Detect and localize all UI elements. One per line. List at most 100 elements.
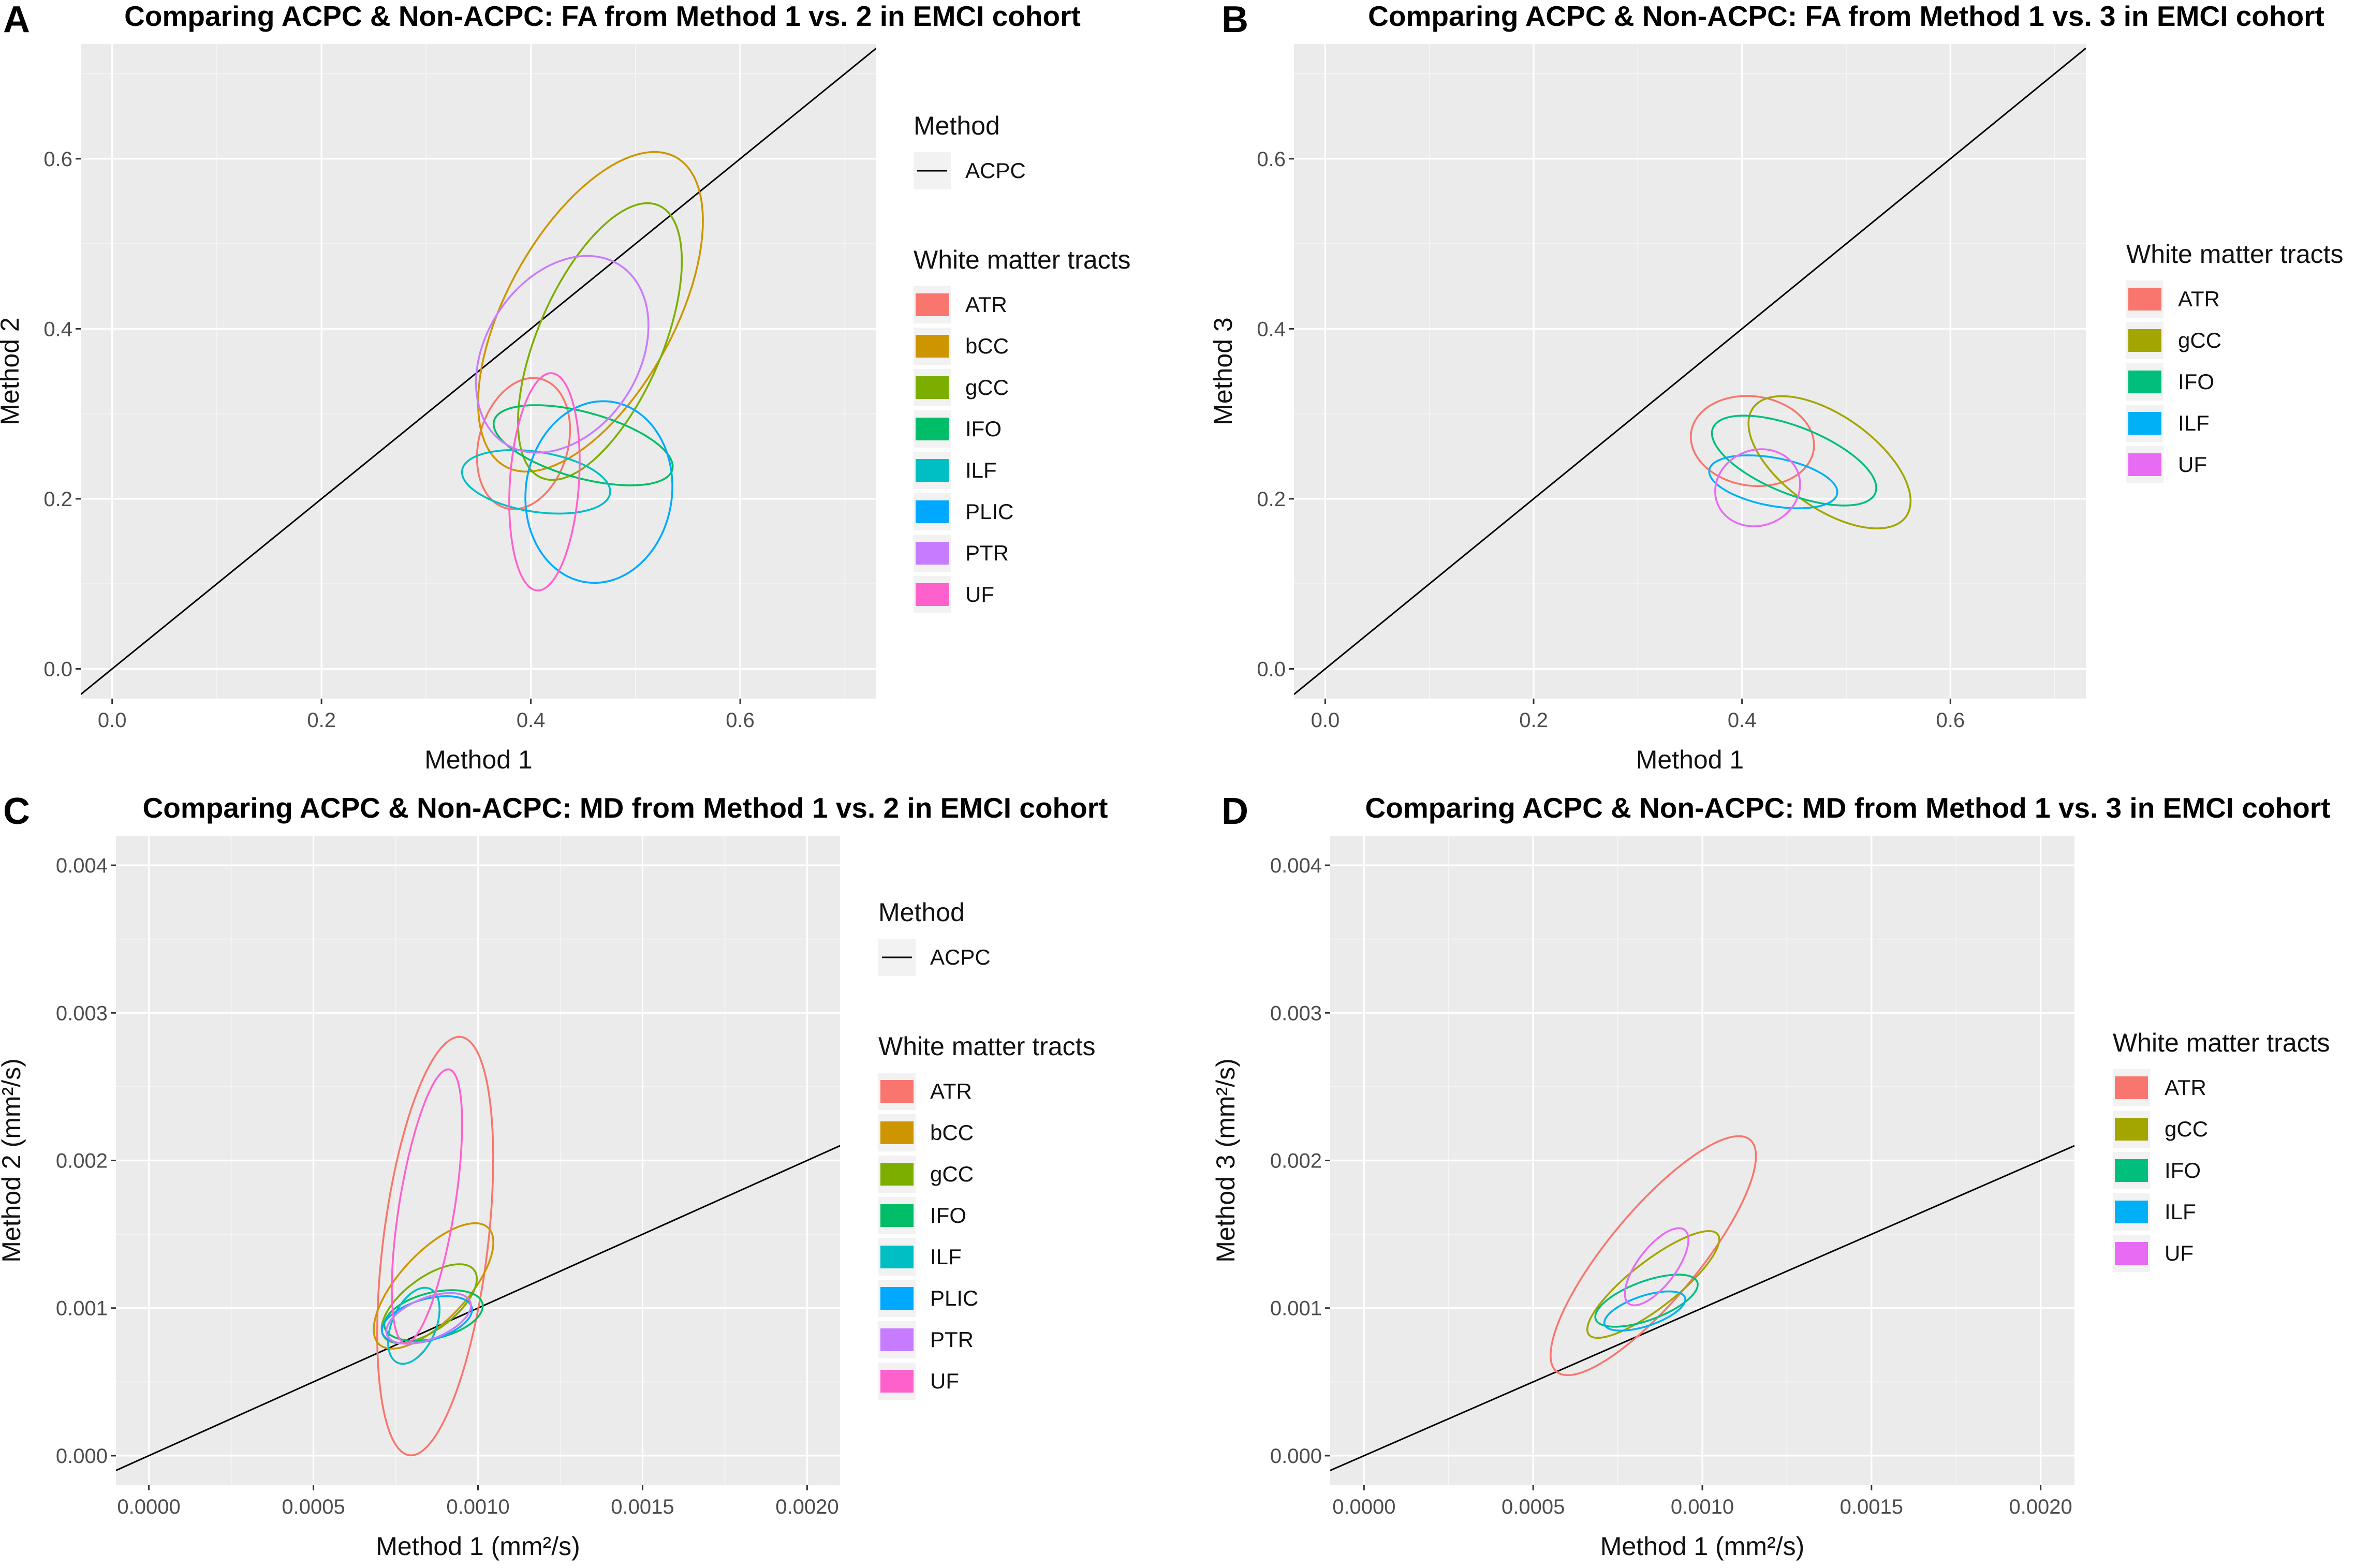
legend-label-gcc: gCC (965, 375, 1009, 400)
x-tick-label: 0.2 (307, 709, 336, 732)
panel-letter: B (1221, 0, 1248, 40)
y-tick-label: 0.000 (56, 1445, 108, 1468)
x-tick-label: 0.6 (1936, 709, 1965, 732)
y-tick-label: 0.002 (1270, 1150, 1322, 1173)
legend-label-ptr: PTR (930, 1327, 974, 1352)
x-tick-label: 0.2 (1519, 709, 1548, 732)
reference-line-acpc (1294, 48, 2086, 695)
ellipse-ptr (385, 1292, 472, 1345)
x-tick-label: 0.6 (726, 709, 755, 732)
y-tick-label: 0.001 (56, 1297, 108, 1320)
x-tick-label: 0.0 (1311, 709, 1340, 732)
legend-label-gcc: gCC (2178, 328, 2221, 352)
legend-swatch-atr (880, 1080, 914, 1103)
ellipse-atr (376, 1036, 494, 1457)
legend-label-ilf: ILF (930, 1245, 962, 1269)
ellipse-ptr (475, 255, 650, 454)
legend-method-title: Method (914, 111, 1000, 140)
x-axis-title: Method 1 (424, 745, 532, 774)
legend-swatch-uf (880, 1370, 914, 1393)
ellipse-uf (508, 372, 581, 591)
x-tick-label: 0.0005 (1502, 1496, 1565, 1518)
legend-label-uf: UF (965, 582, 994, 607)
legend-swatch-atr (2128, 288, 2161, 310)
legend-label-ifo: IFO (930, 1203, 966, 1227)
x-tick-label: 0.0015 (1840, 1496, 1903, 1518)
legend-label-ilf: ILF (2178, 411, 2210, 435)
x-tick-label: 0.4 (517, 709, 546, 732)
legend-label-ptr: PTR (965, 541, 1009, 565)
legend-swatch-ifo (880, 1204, 914, 1227)
panel-letter: A (3, 0, 30, 40)
x-tick-label: 0.0010 (1671, 1496, 1734, 1518)
x-tick-label: 0.0020 (775, 1496, 838, 1518)
x-axis-title: Method 1 (mm²/s) (376, 1532, 580, 1561)
legend-label-uf: UF (2178, 452, 2207, 477)
panel-A: A Comparing ACPC & Non-ACPC: FA from Meth… (0, 0, 1131, 774)
legend-swatch-ilf (2128, 412, 2161, 435)
ellipse-uf (1624, 1227, 1690, 1307)
legend-label-ifo: IFO (965, 417, 1002, 441)
y-tick-label: 0.004 (1270, 854, 1322, 877)
panel-B: B Comparing ACPC & Non-ACPC: FA from Meth… (1209, 0, 2344, 774)
y-axis-title: Method 3 (1209, 317, 1238, 425)
legend-swatch-gcc (880, 1163, 914, 1186)
x-tick-label: 0.0000 (1332, 1496, 1395, 1518)
legend-swatch-bcc (880, 1121, 914, 1144)
legend-label-gcc: gCC (2165, 1117, 2208, 1141)
y-tick-label: 0.2 (43, 488, 72, 511)
legend-acpc-label: ACPC (965, 158, 1026, 183)
legend-label-bcc: bCC (965, 334, 1009, 358)
x-tick-label: 0.0015 (611, 1496, 674, 1518)
chart-title: Comparing ACPC & Non-ACPC: FA from Metho… (124, 0, 1081, 32)
legend-swatch-atr (2115, 1076, 2148, 1099)
legend-label-bcc: bCC (930, 1120, 974, 1145)
x-axis-title: Method 1 (1636, 745, 1744, 774)
y-tick-label: 0.004 (56, 854, 108, 877)
legend-swatch-gcc (2115, 1118, 2148, 1141)
legend-swatch-ptr (916, 542, 949, 565)
reference-line-acpc (81, 48, 876, 695)
y-tick-label: 0.0 (1257, 658, 1286, 681)
panel-D: D Comparing ACPC & Non-ACPC: MD from Meth… (1211, 791, 2330, 1561)
legend-label-atr: ATR (965, 292, 1007, 317)
ellipse-atr (1689, 395, 1815, 487)
ellipse-plic (524, 400, 673, 584)
legend-swatch-plic (880, 1287, 914, 1310)
x-tick-label: 0.4 (1728, 709, 1757, 732)
legend-swatch-ilf (880, 1246, 914, 1268)
ellipse-bcc (477, 151, 704, 473)
chart-title: Comparing ACPC & Non-ACPC: MD from Metho… (143, 792, 1108, 824)
legend-swatch-uf (2128, 453, 2161, 476)
legend-swatch-plic (916, 500, 949, 523)
legend-label-atr: ATR (2178, 287, 2220, 311)
legend-label-gcc: gCC (930, 1162, 974, 1186)
x-tick-label: 0.0010 (446, 1496, 509, 1518)
y-tick-label: 0.002 (56, 1150, 108, 1173)
ellipse-gcc (517, 202, 683, 481)
legend-label-uf: UF (2165, 1241, 2194, 1265)
legend-swatch-atr (916, 293, 949, 316)
legend-label-uf: UF (930, 1369, 959, 1393)
ellipse-uf (1714, 448, 1801, 527)
legend-swatch-ilf (916, 459, 949, 482)
y-tick-label: 0.003 (56, 1002, 108, 1025)
y-axis-title: Method 2 (0, 317, 24, 425)
y-axis-title: Method 3 (mm²/s) (1211, 1058, 1240, 1263)
legend-label-plic: PLIC (965, 499, 1013, 524)
legend-label-ilf: ILF (965, 458, 997, 482)
y-tick-label: 0.0 (43, 658, 72, 681)
ellipse-uf (391, 1068, 463, 1344)
ellipse-gcc (1586, 1230, 1720, 1339)
legend-swatch-gcc (916, 376, 949, 399)
y-tick-label: 0.2 (1257, 488, 1286, 511)
legend-tracts-title: White matter tracts (2113, 1028, 2330, 1057)
legend-label-ilf: ILF (2165, 1200, 2196, 1224)
legend-swatch-ifo (2115, 1159, 2148, 1182)
x-tick-label: 0.0005 (282, 1496, 345, 1518)
y-tick-label: 0.6 (1257, 148, 1286, 171)
legend-tracts-title: White matter tracts (878, 1032, 1096, 1061)
legend-swatch-bcc (916, 335, 949, 358)
ellipse-ifo (1594, 1274, 1699, 1328)
